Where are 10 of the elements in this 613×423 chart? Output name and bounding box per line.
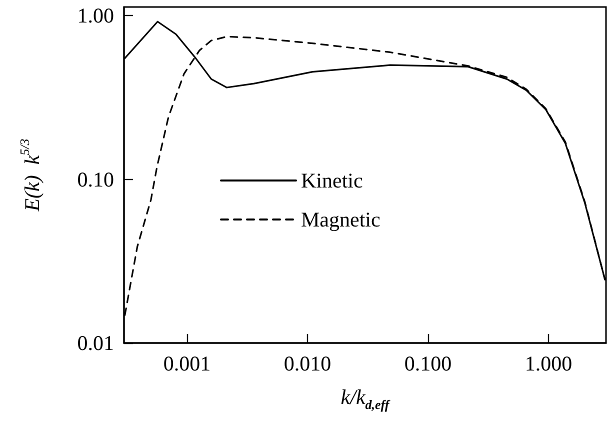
y-axis-title: E(k) k5/3 [17, 138, 44, 212]
y-tick-label: 1.00 [77, 4, 114, 28]
legend-label: Magnetic [301, 208, 380, 232]
y-tick-label: 0.10 [77, 167, 114, 192]
y-tick-label: 0.01 [77, 331, 114, 355]
legend-label: Kinetic [301, 168, 363, 192]
x-tick-label: 0.001 [163, 352, 211, 376]
x-tick-label: 0.100 [404, 352, 452, 376]
x-tick-label: 0.010 [284, 352, 332, 376]
x-tick-label: 1.000 [524, 352, 572, 376]
